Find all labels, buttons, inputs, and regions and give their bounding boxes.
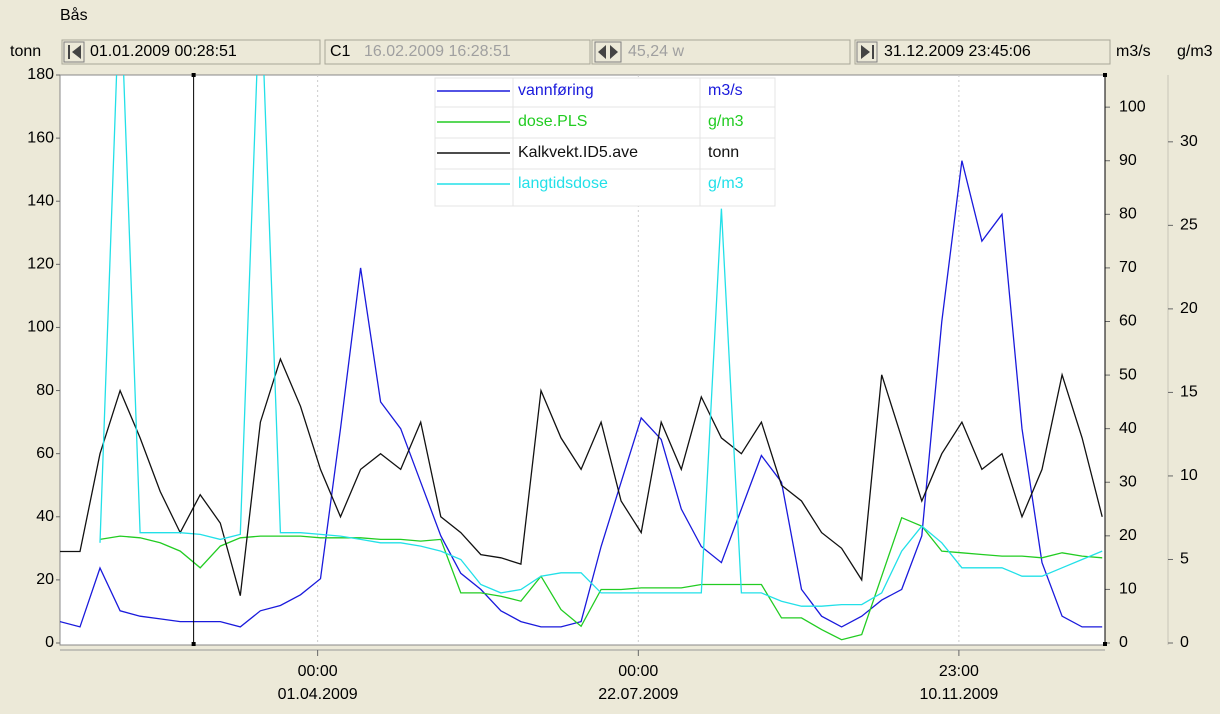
y-tick-label: 100 [1119,98,1146,115]
end-time: 31.12.2009 23:45:06 [884,43,1031,60]
start-box [61,39,321,65]
span: 45,24 w [628,43,684,60]
icon [872,45,874,59]
cursor-handle [1103,73,1107,77]
cursor-handle [1103,642,1107,646]
y-tick-label: 50 [1119,366,1137,383]
y-tick-label: 90 [1119,152,1137,169]
icon [598,45,618,59]
series-line [99,516,1103,641]
icon [72,45,81,59]
x-tick-label: 22.07.2009 [598,686,678,703]
y-tick-label: 60 [1119,313,1137,330]
y-tick-label: 40 [1119,420,1137,437]
legend-label: dose.PLS [518,113,587,130]
y-axis-label: tonn [10,43,41,60]
y-tick-label: 160 [27,129,54,146]
next-button[interactable] [856,41,878,63]
legend-unit: g/m3 [708,113,744,130]
y2-axis-label: m3/s [1116,43,1151,60]
window-title: Bås [60,6,88,24]
legend-unit: tonn [708,144,739,161]
cursor-label[interactable]: C1 [330,43,351,60]
cursor-time: 16.02.2009 16:28:51 [364,43,511,60]
y-tick-label: 80 [1119,206,1137,223]
legend-label: langtidsdose [518,175,608,192]
y-tick-label: 180 [27,66,54,83]
y-tick-label: 0 [1180,634,1189,651]
y-tick-label: 10 [1180,467,1198,484]
x-tick-label: 10.11.2009 [919,686,998,703]
x-tick-label: 01.04.2009 [278,686,358,703]
y-tick-label: 80 [36,382,54,399]
y-tick-label: 30 [1119,473,1137,490]
axes: 0204060801001201401601800102030405060708… [27,66,1198,703]
start-time: 01.01.2009 00:28:51 [90,43,237,60]
y-tick-label: 120 [27,256,54,273]
end-box [854,39,1111,65]
button[interactable] [594,41,622,63]
series-line [60,357,1103,596]
legend-label: Kalkvekt.ID5.ave [518,144,638,161]
icon [68,45,70,59]
y-tick-label: 20 [1180,300,1198,317]
series-line [60,160,1103,628]
y3-axis-label: g/m3 [1177,43,1213,60]
cursor-handle [191,73,196,77]
y-tick-label: 20 [1119,527,1137,544]
y-tick-label: 25 [1180,217,1198,234]
cursor-handle [191,642,196,646]
series-lines [60,75,1103,641]
legend: vannføring m3/s dose.PLS g/m3 Kalkvekt.ID5.a… [434,77,776,207]
y-tick-label: 10 [1119,581,1137,598]
y-tick-label: 15 [1180,384,1198,401]
y-tick-label: 5 [1180,551,1189,568]
span-button[interactable] [594,41,622,63]
y-tick-label: 100 [27,319,54,336]
y-tick-label: 0 [45,634,54,651]
y-tick-label: 140 [27,192,54,209]
y-tick-label: 20 [36,571,54,588]
series-line [99,75,1103,607]
y-tick-label: 30 [1180,133,1198,150]
y-tick-label: 70 [1119,259,1137,276]
x-tick-label: 00:00 [618,663,658,680]
legend-unit: g/m3 [708,175,744,192]
x-tick-label: 00:00 [298,663,338,680]
x-tick-label: 23:00 [939,663,979,680]
y-tick-label: 40 [36,508,54,525]
cursor-box [324,39,591,65]
prev-button[interactable] [63,41,85,63]
icon [861,45,870,59]
legend-unit: m3/s [708,82,743,99]
span-box [591,39,851,65]
legend-label: vannføring [518,82,594,99]
y-tick-label: 60 [36,445,54,462]
y-tick-label: 0 [1119,634,1128,651]
